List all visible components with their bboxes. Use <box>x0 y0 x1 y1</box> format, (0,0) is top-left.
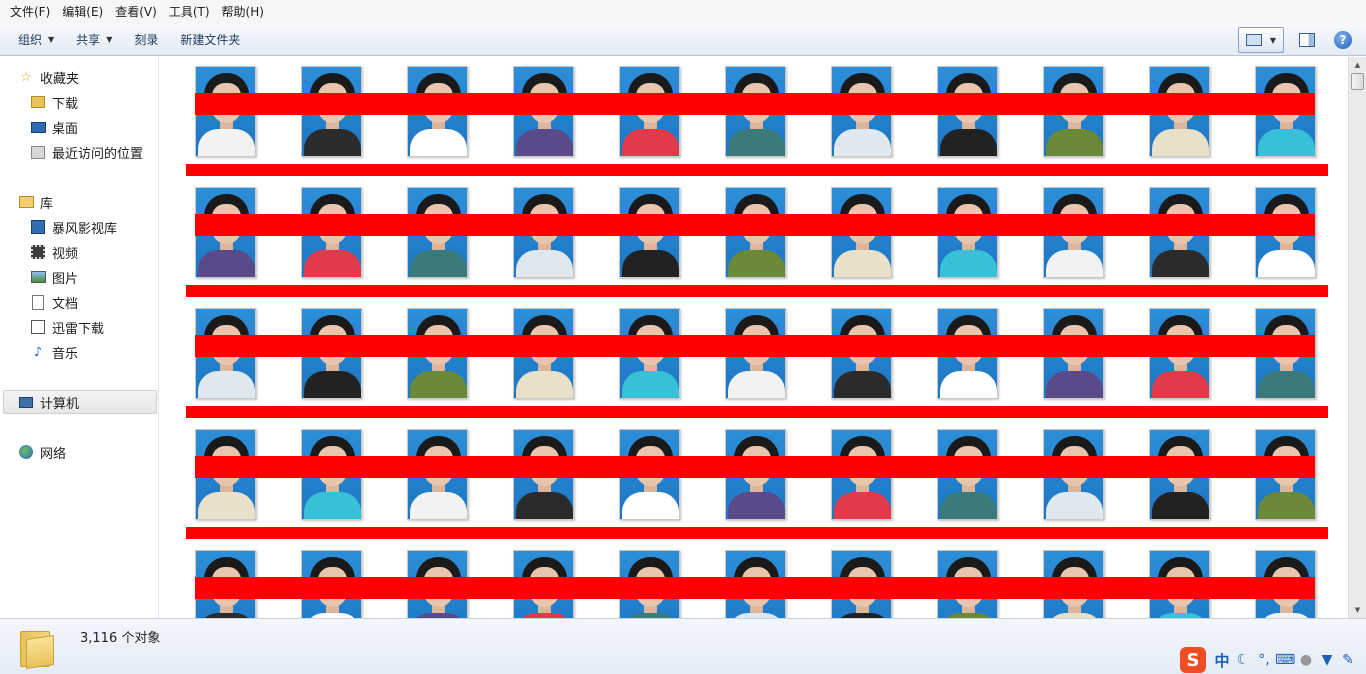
change-view-button[interactable]: ▼ <box>1238 27 1284 53</box>
nav-recent[interactable]: 最近访问的位置 <box>30 141 143 163</box>
download-folder-icon <box>30 319 46 335</box>
nav-xunlei-label: 迅雷下载 <box>52 321 105 337</box>
scrollbar-thumb[interactable] <box>1351 73 1364 90</box>
nav-libraries-label: 库 <box>40 196 54 212</box>
user-icon[interactable]: ● <box>1299 652 1313 668</box>
wrench-settings-icon[interactable]: ✎ <box>1342 652 1354 668</box>
half-width-moon-icon[interactable]: ☾ <box>1236 652 1250 668</box>
share-button[interactable]: 共享 ▼ <box>68 28 120 52</box>
file-list-view[interactable] <box>160 57 1348 618</box>
menu-view[interactable]: 查看(V) <box>115 5 157 19</box>
nav-libraries[interactable]: 库 <box>18 191 53 213</box>
burn-label: 刻录 <box>134 33 159 47</box>
help-icon: ? <box>1334 31 1352 49</box>
redaction-separator <box>186 285 1328 297</box>
nav-downloads-label: 下载 <box>52 96 79 112</box>
redaction-bar <box>195 214 1315 236</box>
organize-label: 组织 <box>18 33 43 47</box>
nav-music[interactable]: ♪ 音乐 <box>30 341 78 363</box>
nav-network-label: 网络 <box>40 446 67 462</box>
menu-help[interactable]: 帮助(H) <box>221 5 264 19</box>
document-icon <box>30 294 46 310</box>
sogou-ime-logo-icon[interactable]: S <box>1180 647 1206 673</box>
keyboard-icon[interactable]: ⌨ <box>1275 652 1296 668</box>
item-count: 3,116 个对象 <box>80 631 161 646</box>
music-note-icon: ♪ <box>33 344 43 360</box>
film-icon <box>30 244 46 260</box>
nav-computer[interactable]: 计算机 <box>18 391 79 413</box>
redaction-separator <box>186 527 1328 539</box>
vertical-scrollbar[interactable]: ▲ ▼ <box>1348 57 1366 618</box>
nav-favorites[interactable]: ☆ 收藏夹 <box>18 66 79 88</box>
nav-videos-label: 视频 <box>52 246 79 262</box>
redaction-separator <box>186 164 1328 176</box>
folder-icon <box>20 627 56 669</box>
network-globe-icon <box>18 444 34 460</box>
help-button[interactable]: ? <box>1330 27 1356 53</box>
storm-library-icon <box>30 219 46 235</box>
recent-places-icon <box>30 144 46 160</box>
computer-icon <box>18 394 34 410</box>
ime-toolbar: S 中 ☾ °, ⌨ ● ▼ ✎ <box>1180 647 1366 673</box>
nav-documents[interactable]: 文档 <box>30 291 78 313</box>
downloads-folder-icon <box>30 94 46 110</box>
menu-tools[interactable]: 工具(T) <box>168 5 210 19</box>
chevron-down-icon: ▼ <box>106 35 113 44</box>
nav-downloads[interactable]: 下载 <box>30 91 78 113</box>
redaction-bar <box>195 456 1315 478</box>
nav-xunlei[interactable]: 迅雷下载 <box>30 316 104 338</box>
preview-pane-icon <box>1299 33 1315 47</box>
nav-favorites-label: 收藏夹 <box>40 71 80 87</box>
skin-shirt-icon[interactable]: ▼ <box>1321 652 1333 668</box>
nav-desktop[interactable]: 桌面 <box>30 116 78 138</box>
scroll-up-arrow-icon[interactable]: ▲ <box>1354 61 1361 69</box>
desktop-icon <box>30 119 46 135</box>
nav-storm-library[interactable]: 暴风影视库 <box>30 216 117 238</box>
new-folder-label: 新建文件夹 <box>180 33 241 47</box>
nav-recent-label: 最近访问的位置 <box>52 146 144 162</box>
menu-bar: 文件(F) 编辑(E) 查看(V) 工具(T) 帮助(H) <box>0 0 1366 24</box>
nav-pictures[interactable]: 图片 <box>30 266 78 288</box>
nav-videos[interactable]: 视频 <box>30 241 78 263</box>
punctuation-icon[interactable]: °, <box>1258 652 1270 668</box>
new-folder-button[interactable]: 新建文件夹 <box>172 28 248 52</box>
command-bar: 组织 ▼ 共享 ▼ 刻录 新建文件夹 ▼ ? <box>0 24 1366 56</box>
details-pane: 3,116 个对象 S 中 ☾ °, ⌨ ● ▼ ✎ <box>0 618 1366 674</box>
chevron-down-icon[interactable]: ▼ <box>1269 35 1277 45</box>
redaction-bar <box>195 335 1315 357</box>
preview-pane-button[interactable] <box>1294 27 1320 53</box>
library-icon <box>18 194 34 210</box>
nav-storm-library-label: 暴风影视库 <box>52 221 118 237</box>
organize-button[interactable]: 组织 ▼ <box>10 28 62 52</box>
nav-network[interactable]: 网络 <box>18 441 66 463</box>
nav-music-label: 音乐 <box>52 346 79 362</box>
ime-language[interactable]: 中 <box>1214 651 1230 670</box>
nav-documents-label: 文档 <box>52 296 79 312</box>
nav-computer-label: 计算机 <box>40 396 80 412</box>
star-icon: ☆ <box>20 69 32 85</box>
menu-file[interactable]: 文件(F) <box>10 5 51 19</box>
redaction-bar <box>195 93 1315 115</box>
nav-desktop-label: 桌面 <box>52 121 79 137</box>
chevron-down-icon: ▼ <box>48 35 55 44</box>
redaction-separator <box>186 406 1328 418</box>
scroll-down-arrow-icon[interactable]: ▼ <box>1354 606 1361 614</box>
picture-icon <box>30 269 46 285</box>
share-label: 共享 <box>76 33 101 47</box>
burn-button[interactable]: 刻录 <box>126 28 166 52</box>
redaction-bar <box>195 577 1315 599</box>
navigation-pane: ☆ 收藏夹 下载 桌面 最近访问的位置 库 暴风影视库 视频 图片 文档 迅雷下… <box>0 57 159 618</box>
nav-pictures-label: 图片 <box>52 271 79 287</box>
view-icon <box>1245 34 1262 46</box>
menu-edit[interactable]: 编辑(E) <box>62 5 104 19</box>
